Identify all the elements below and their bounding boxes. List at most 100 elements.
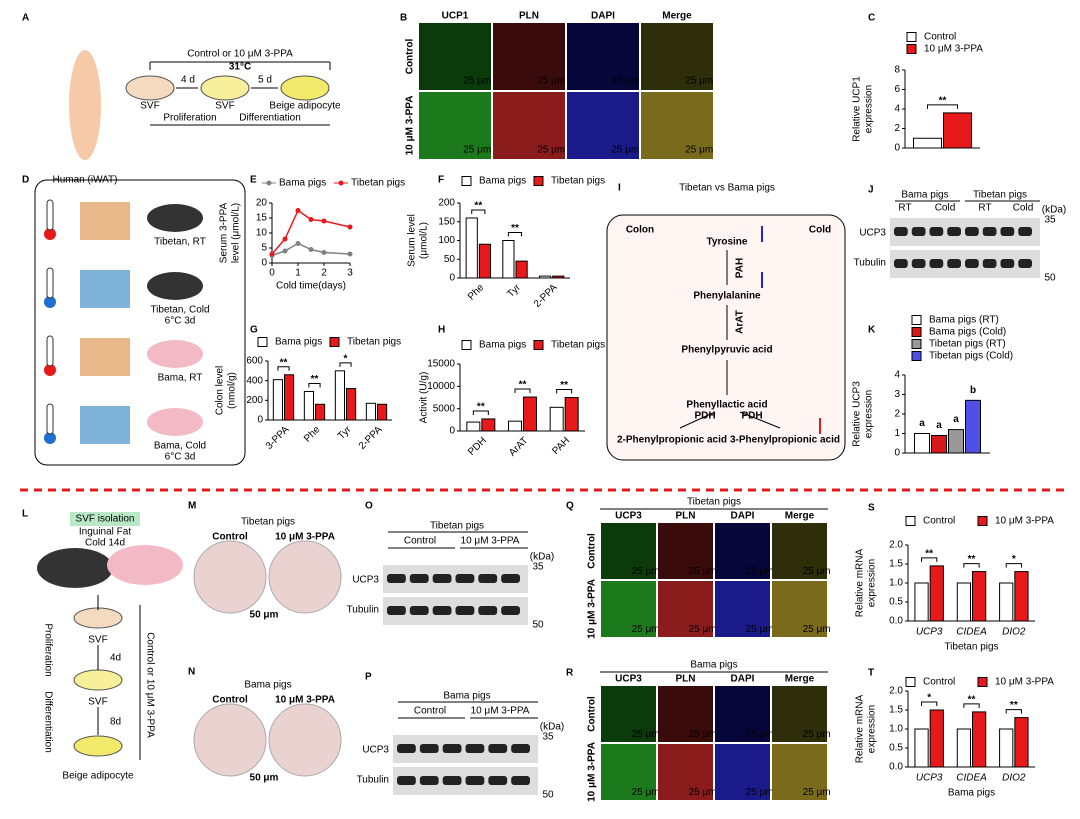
label: Bama pigs <box>901 190 948 201</box>
legend-label: Bama pigs (Cold) <box>929 327 1006 338</box>
pig-icon <box>147 272 203 300</box>
y-axis-label: Relative mRNA <box>855 695 866 764</box>
y-axis-label: Colon level <box>215 366 226 415</box>
label: DAPI <box>731 674 755 685</box>
x-tick-label: DIO2 <box>1002 627 1026 638</box>
bar <box>956 582 972 622</box>
label: Tibetan pigs <box>973 190 1027 201</box>
y-axis-label: level (μmol/L) <box>231 203 242 263</box>
label: Cold <box>809 225 831 236</box>
thermometer <box>46 267 54 299</box>
band <box>432 606 452 615</box>
legend-swatch <box>461 176 472 186</box>
y-axis-label: Activit (U/g) <box>419 372 430 424</box>
x-axis-label: Tibetan pigs <box>944 642 998 653</box>
y-tick-label: 5 <box>261 243 267 254</box>
band <box>465 744 485 753</box>
label: 4d <box>110 653 121 664</box>
bar <box>515 260 528 279</box>
label: 50 μm <box>250 610 279 621</box>
y-tick-label: 0 <box>894 448 900 459</box>
label: 8d <box>110 717 121 728</box>
panel-i-box <box>606 214 846 461</box>
label: Control or 10 μM 3-PPA <box>187 49 293 60</box>
legend-label: 10 μM 3-PPA <box>924 44 983 55</box>
band <box>982 259 997 268</box>
thermometer <box>44 364 56 376</box>
band <box>894 227 908 236</box>
bar <box>956 728 972 768</box>
legend-swatch <box>911 327 922 337</box>
label: Tibetan, Cold <box>150 305 209 316</box>
point <box>282 236 288 242</box>
point <box>308 217 314 222</box>
significance: ** <box>560 380 568 391</box>
image <box>419 23 491 90</box>
label: 25 μm <box>746 787 774 798</box>
y-tick-label: 0.0 <box>889 616 903 627</box>
legend-label: Bama pigs (RT) <box>929 315 999 326</box>
legend-label: Tibetan pigs <box>351 178 405 189</box>
y-tick-label: 1.5 <box>889 559 903 570</box>
band <box>409 606 429 615</box>
band <box>1000 259 1015 268</box>
band <box>419 776 439 785</box>
image <box>567 92 639 159</box>
body-icon <box>69 50 101 160</box>
x-tick-label: PAH <box>550 435 572 457</box>
bar <box>972 711 987 768</box>
image <box>641 23 713 90</box>
y-tick-label: 10 <box>256 228 268 239</box>
y-tick-label: 5000 <box>433 403 456 414</box>
y-tick-label: 0 <box>261 258 267 269</box>
label: Control <box>587 533 598 569</box>
legend-label: Tibetan pigs (Cold) <box>929 351 1013 362</box>
significance: ** <box>311 374 319 385</box>
label: Control <box>405 39 416 75</box>
label: PAH <box>735 258 746 278</box>
y-axis-label: Serum level <box>407 214 418 267</box>
bar <box>377 403 388 421</box>
pig-icon <box>147 408 203 436</box>
image <box>658 744 713 800</box>
label: UCP3 <box>352 575 379 586</box>
label: 31°C <box>229 62 251 73</box>
image <box>567 23 639 90</box>
label: 25 μm <box>632 787 660 798</box>
image <box>715 686 770 742</box>
sig-bracket <box>514 388 531 394</box>
point <box>282 248 288 254</box>
point <box>347 224 353 230</box>
y-tick-label: 1 <box>894 428 900 439</box>
significance: a <box>953 414 959 425</box>
panel-label: A <box>22 13 29 24</box>
bar <box>365 402 376 421</box>
band <box>455 606 475 615</box>
panel-label: E <box>250 175 257 186</box>
bar <box>965 399 981 454</box>
label: 25 μm <box>463 144 491 155</box>
x-tick-label: 0 <box>269 268 275 279</box>
label: 5 d <box>258 75 272 86</box>
panel-label: D <box>22 175 29 186</box>
band <box>397 776 416 785</box>
label: 50 <box>532 620 544 631</box>
y-tick-label: 2.0 <box>889 540 903 551</box>
y-tick-label: 4 <box>894 370 900 381</box>
label: Bama pigs <box>443 691 490 702</box>
label: PLN <box>676 674 696 685</box>
image <box>658 523 713 579</box>
label: Differentiation <box>239 113 301 124</box>
band <box>947 259 961 268</box>
label: Cold 14d <box>85 538 125 549</box>
bar <box>1014 571 1029 622</box>
bar <box>564 397 579 432</box>
legend-swatch <box>905 516 916 526</box>
label: 25 μm <box>689 787 717 798</box>
label: UCP1 <box>442 11 469 22</box>
image <box>601 744 656 800</box>
y-tick-label: 0 <box>894 143 900 154</box>
label: 25 μm <box>746 566 774 577</box>
panel-label: B <box>400 13 407 24</box>
band <box>432 574 452 583</box>
